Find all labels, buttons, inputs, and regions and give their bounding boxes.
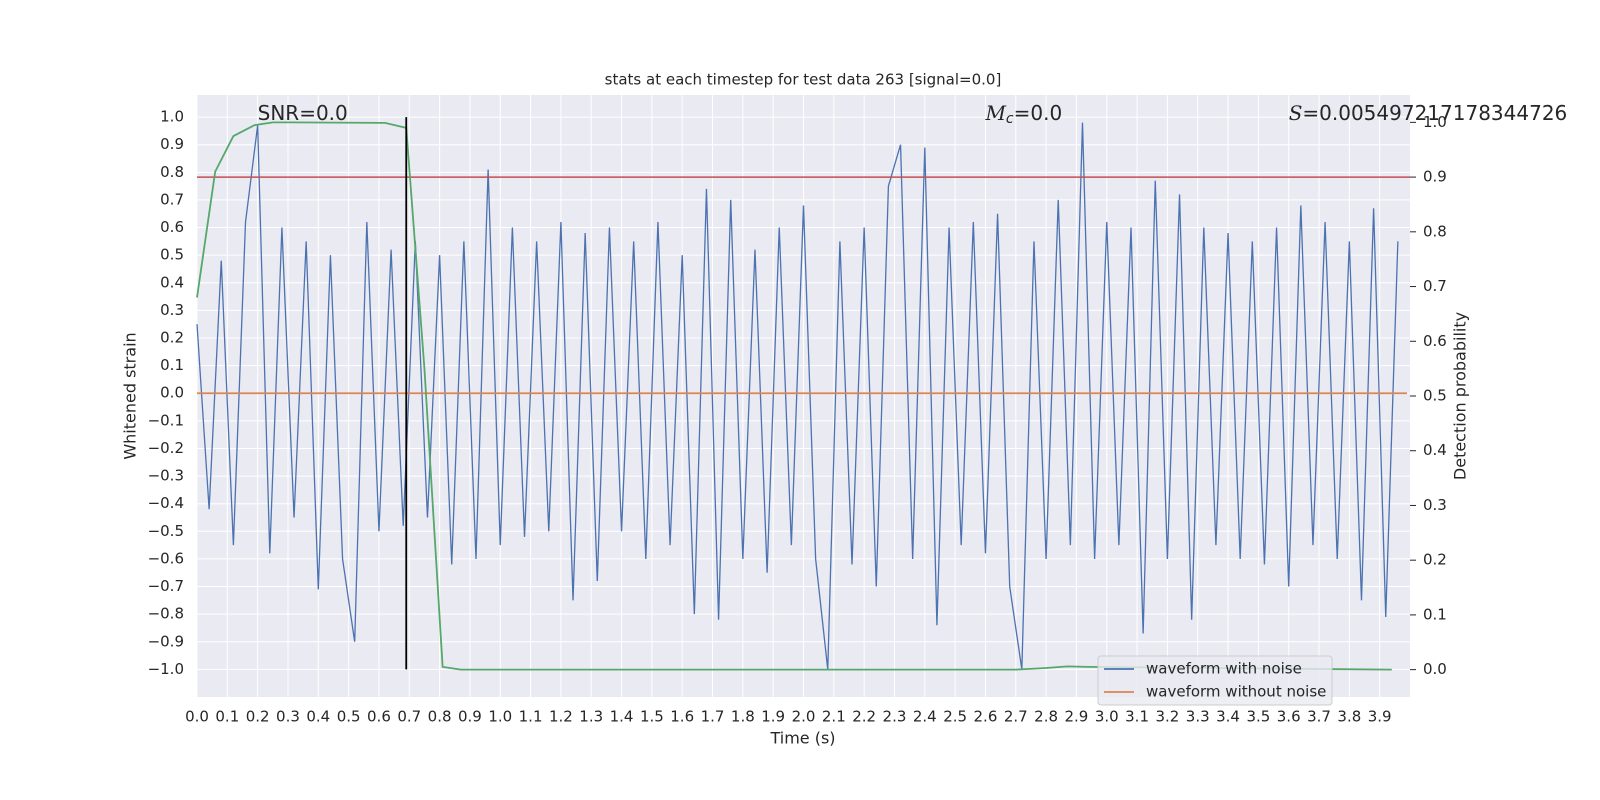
x-tick-label: 3.8 bbox=[1337, 708, 1361, 726]
y-tick-label: −0.7 bbox=[148, 577, 184, 595]
y-tick-label: 0.1 bbox=[160, 356, 184, 374]
x-tick-label: 0.0 bbox=[185, 708, 209, 726]
x-tick-label: 1.2 bbox=[549, 708, 573, 726]
x-tick-label: 0.8 bbox=[428, 708, 452, 726]
chart-title: stats at each timestep for test data 263… bbox=[605, 71, 1002, 89]
annotation: S=0.005497217178344726 bbox=[1289, 101, 1568, 125]
annotation: Mc=0.0 bbox=[984, 101, 1062, 128]
x-tick-label: 2.8 bbox=[1034, 708, 1058, 726]
x-tick-label: 3.4 bbox=[1216, 708, 1240, 726]
x-tick-label: 2.0 bbox=[792, 708, 816, 726]
x-tick-label: 1.4 bbox=[610, 708, 634, 726]
x-tick-label: 1.7 bbox=[701, 708, 725, 726]
y-tick-label: 0.0 bbox=[160, 384, 184, 402]
y2-tick-label: 0.4 bbox=[1423, 441, 1447, 459]
legend-box bbox=[1097, 655, 1333, 706]
series-line bbox=[196, 122, 1399, 670]
y-tick-label: 1.0 bbox=[160, 108, 184, 126]
x-axis-label: Time (s) bbox=[769, 729, 835, 748]
x-tick-label: 2.7 bbox=[1004, 708, 1028, 726]
annotation: SNR=0.0 bbox=[258, 101, 348, 125]
y2-tick-label: 0.1 bbox=[1423, 605, 1447, 623]
annotations: SNR=0.0 Mc=0.0 S=0.005497217178344726 bbox=[258, 101, 1568, 128]
x-tick-label: 3.9 bbox=[1368, 708, 1392, 726]
x-tick-label: 3.6 bbox=[1277, 708, 1301, 726]
y2-axis-label: Detection probability bbox=[1451, 312, 1470, 480]
x-tick-label: 2.1 bbox=[822, 708, 846, 726]
y-tick-label: 0.7 bbox=[160, 190, 184, 208]
grid bbox=[196, 95, 1410, 697]
y-tick-label: 0.5 bbox=[160, 246, 184, 264]
x-tick-label: 0.6 bbox=[367, 708, 391, 726]
y-tick-label: −0.5 bbox=[148, 522, 184, 540]
x-tick-label: 1.1 bbox=[519, 708, 543, 726]
annotation-text: SNR=0.0 bbox=[258, 101, 348, 125]
x-tick-label: 0.9 bbox=[458, 708, 482, 726]
x-tick-label: 2.4 bbox=[913, 708, 937, 726]
annotation-symbol: S bbox=[1289, 101, 1303, 125]
x-tick-label: 0.7 bbox=[397, 708, 421, 726]
x-tick-label: 1.9 bbox=[761, 708, 785, 726]
x-tick-label: 2.2 bbox=[852, 708, 876, 726]
annotation-text: =0.005497217178344726 bbox=[1302, 101, 1567, 125]
legend-label: waveform without noise bbox=[1146, 683, 1326, 701]
legend: waveform with noise waveform without nois… bbox=[1097, 655, 1333, 706]
y-tick-label: −1.0 bbox=[148, 660, 184, 678]
y-tick-label: −0.3 bbox=[148, 467, 184, 485]
y2-tick-label: 0.2 bbox=[1423, 551, 1447, 569]
axes: 0.0 0.1 0.2 0.3 0.4 0.5 0.6 0.7 0.8 0.9 1.0 1.1 1.2 1… bbox=[148, 108, 1447, 726]
y-tick-label: −0.2 bbox=[148, 439, 184, 457]
x-tick-label: 2.3 bbox=[883, 708, 907, 726]
y2-tick-label: 0.0 bbox=[1423, 660, 1447, 678]
marks bbox=[196, 117, 1410, 671]
y-tick-label: −0.6 bbox=[148, 549, 184, 567]
y-tick-label: −0.9 bbox=[148, 632, 184, 650]
x-tick-label: 0.2 bbox=[246, 708, 270, 726]
y2-tick-label: 0.3 bbox=[1423, 496, 1447, 514]
y2-tick-label: 0.7 bbox=[1423, 277, 1447, 295]
y-tick-label: −0.1 bbox=[148, 411, 184, 429]
x-tick-label: 1.0 bbox=[488, 708, 512, 726]
y2-tick-label: 0.8 bbox=[1423, 222, 1447, 240]
x-tick-label: 2.9 bbox=[1064, 708, 1088, 726]
y2-tick-label: 0.6 bbox=[1423, 332, 1447, 350]
y-tick-label: 0.6 bbox=[160, 218, 184, 236]
x-tick-label: 0.1 bbox=[215, 708, 239, 726]
x-tick-label: 3.2 bbox=[1155, 708, 1179, 726]
annotation-symbol: M bbox=[984, 101, 1006, 125]
x-tick-label: 2.5 bbox=[943, 708, 967, 726]
y-tick-label: 0.3 bbox=[160, 301, 184, 319]
y-tick-label: 0.9 bbox=[160, 135, 184, 153]
x-tick-label: 2.6 bbox=[974, 708, 998, 726]
y-axis-label: Whitened strain bbox=[121, 332, 140, 459]
x-tick-label: 1.3 bbox=[579, 708, 603, 726]
x-tick-label: 1.6 bbox=[670, 708, 694, 726]
x-tick-label: 3.7 bbox=[1307, 708, 1331, 726]
y-tick-label: 0.2 bbox=[160, 329, 184, 347]
y2-tick-label: 1.0 bbox=[1423, 113, 1447, 131]
x-tick-label: 3.1 bbox=[1125, 708, 1149, 726]
annotation-subscript: c bbox=[1006, 111, 1014, 127]
x-tick-label: 1.5 bbox=[640, 708, 664, 726]
x-tick-label: 3.3 bbox=[1186, 708, 1210, 726]
x-tick-label: 0.5 bbox=[337, 708, 361, 726]
y-tick-label: 0.8 bbox=[160, 163, 184, 181]
x-tick-label: 0.4 bbox=[306, 708, 330, 726]
y2-tick-label: 0.9 bbox=[1423, 168, 1447, 186]
detection-probability-line bbox=[196, 121, 1392, 671]
y-tick-label: −0.4 bbox=[148, 494, 184, 512]
x-tick-label: 3.0 bbox=[1095, 708, 1119, 726]
legend-label: waveform with noise bbox=[1146, 660, 1302, 678]
x-tick-label: 0.3 bbox=[276, 708, 300, 726]
y-tick-label: −0.8 bbox=[148, 605, 184, 623]
y-tick-label: 0.4 bbox=[160, 273, 184, 291]
x-tick-label: 3.5 bbox=[1246, 708, 1270, 726]
y2-tick-label: 0.5 bbox=[1423, 387, 1447, 405]
x-tick-label: 1.8 bbox=[731, 708, 755, 726]
annotation-text: =0.0 bbox=[1014, 101, 1063, 125]
